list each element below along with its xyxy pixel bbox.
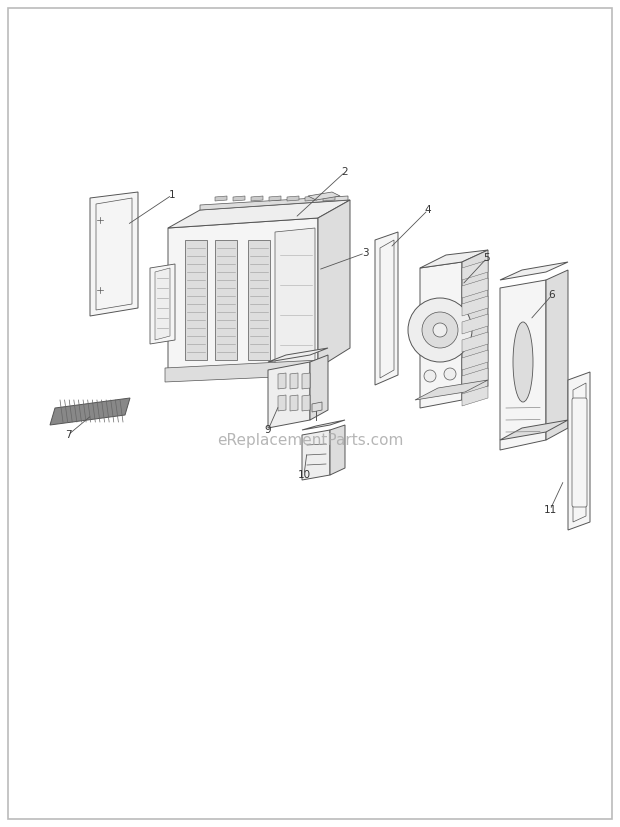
Polygon shape — [155, 268, 170, 340]
Text: eReplacementParts.com: eReplacementParts.com — [217, 433, 403, 447]
Polygon shape — [462, 350, 488, 370]
Ellipse shape — [513, 322, 533, 402]
Polygon shape — [462, 278, 488, 298]
Circle shape — [424, 370, 436, 382]
Text: 10: 10 — [298, 470, 311, 480]
Polygon shape — [200, 196, 348, 210]
Polygon shape — [308, 192, 340, 200]
Polygon shape — [302, 373, 310, 389]
Text: 1: 1 — [169, 190, 175, 200]
Polygon shape — [185, 240, 207, 360]
FancyBboxPatch shape — [572, 398, 587, 507]
Polygon shape — [462, 296, 488, 316]
Text: 2: 2 — [342, 167, 348, 177]
Polygon shape — [462, 314, 488, 334]
Text: 3: 3 — [361, 248, 368, 258]
Polygon shape — [251, 196, 263, 201]
Polygon shape — [278, 395, 286, 411]
Polygon shape — [310, 355, 328, 420]
Text: 7: 7 — [64, 430, 71, 440]
Polygon shape — [168, 218, 318, 375]
Polygon shape — [415, 380, 488, 400]
Polygon shape — [275, 228, 315, 370]
Polygon shape — [312, 402, 322, 412]
Polygon shape — [323, 196, 335, 201]
Polygon shape — [150, 264, 175, 344]
Polygon shape — [420, 262, 462, 408]
Polygon shape — [268, 362, 310, 428]
Circle shape — [433, 323, 447, 337]
Polygon shape — [500, 262, 568, 280]
Text: 5: 5 — [484, 253, 490, 263]
Polygon shape — [462, 250, 488, 400]
Polygon shape — [546, 270, 568, 440]
Polygon shape — [568, 372, 590, 530]
Polygon shape — [50, 398, 130, 425]
Polygon shape — [573, 383, 586, 522]
Polygon shape — [500, 280, 546, 450]
Circle shape — [422, 312, 458, 348]
Polygon shape — [233, 196, 245, 201]
Polygon shape — [462, 386, 488, 406]
Polygon shape — [290, 395, 298, 411]
Polygon shape — [268, 348, 328, 362]
Polygon shape — [96, 198, 132, 310]
Polygon shape — [168, 200, 350, 228]
Polygon shape — [165, 360, 320, 382]
Circle shape — [408, 298, 472, 362]
Polygon shape — [305, 196, 317, 201]
Polygon shape — [290, 373, 298, 389]
Polygon shape — [287, 196, 299, 201]
Polygon shape — [248, 240, 270, 360]
Polygon shape — [462, 260, 488, 280]
Polygon shape — [318, 200, 350, 368]
Polygon shape — [375, 232, 398, 385]
Polygon shape — [462, 368, 488, 388]
Polygon shape — [462, 332, 488, 352]
Polygon shape — [215, 196, 227, 201]
Polygon shape — [500, 420, 568, 440]
Text: 6: 6 — [549, 290, 556, 300]
Text: 9: 9 — [265, 425, 272, 435]
Polygon shape — [330, 425, 345, 475]
Polygon shape — [420, 250, 488, 268]
Polygon shape — [302, 430, 330, 480]
Polygon shape — [302, 420, 345, 430]
Text: 4: 4 — [425, 205, 432, 215]
Text: 11: 11 — [543, 505, 557, 515]
Polygon shape — [269, 196, 281, 201]
Polygon shape — [380, 240, 394, 378]
Polygon shape — [278, 373, 286, 389]
Circle shape — [444, 368, 456, 380]
Polygon shape — [90, 192, 138, 316]
Polygon shape — [302, 395, 310, 411]
Polygon shape — [215, 240, 237, 360]
